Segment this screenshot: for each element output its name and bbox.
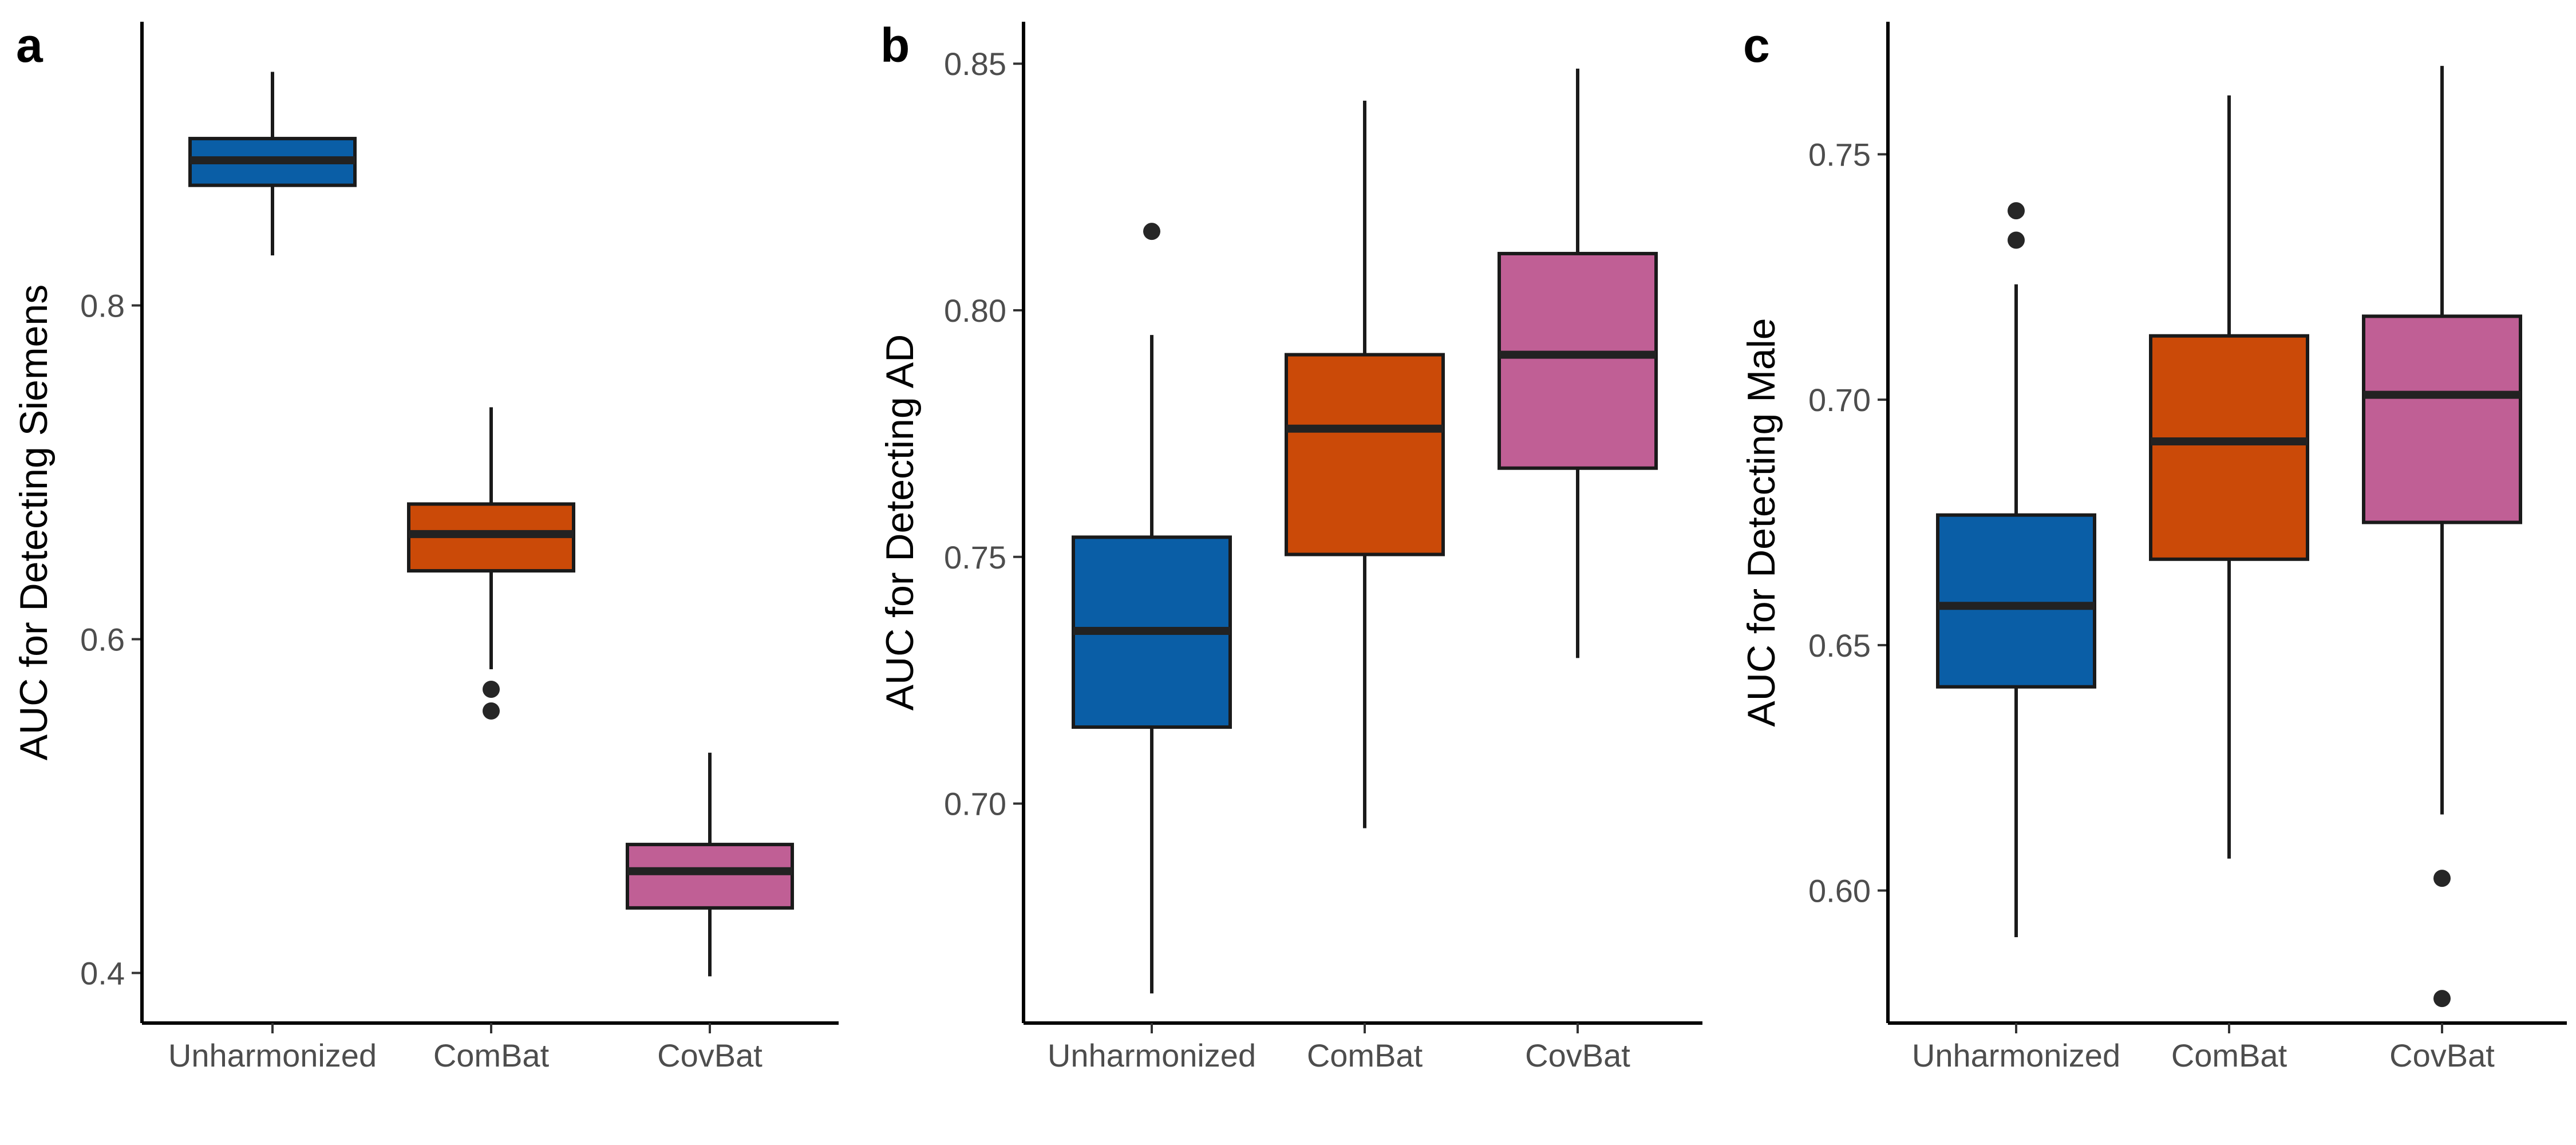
iqr-box [2149,334,2309,561]
outlier-point [2008,202,2025,220]
x-tick-label: CovBat [657,1037,762,1073]
panel-c: c AUC for Detecting Male 0.60 0.65 0.70 0.75 U… [1740,18,2567,1073]
x-tick-label: Unharmonized [1048,1037,1256,1073]
y-axis-title: AUC for Detecting Male [1740,318,1783,727]
box-combat [407,407,575,720]
y-tick-label: 0.60 [1808,873,1871,909]
y-axis-title: AUC for Detecting AD [878,334,922,711]
box-covbat [626,752,794,977]
box-unharmonized [1936,202,2096,937]
outlier-point [483,681,500,698]
iqr-box [626,843,794,910]
iqr-box [1498,251,1658,470]
panel-letter: c [1743,18,1770,72]
y-tick-label: 0.85 [944,46,1006,82]
outlier-point [483,702,500,720]
x-tick-label: ComBat [2171,1037,2287,1073]
y-tick-label: 0.75 [944,539,1006,575]
x-tick-label: Unharmonized [1912,1037,2120,1073]
panel-a: a AUC for Detecting Siemens 0.4 0.6 0.8 Unhar… [12,18,839,1073]
y-tick-label: 0.8 [80,288,125,324]
panel-letter: a [16,18,44,72]
outlier-point [2433,990,2451,1008]
iqr-box [2362,314,2522,524]
box-unharmonized [188,72,357,256]
box-covbat [1498,68,1658,658]
outlier-point [2008,231,2025,249]
box-combat [1285,100,1445,828]
iqr-box [1936,513,2096,689]
y-tick-label: 0.6 [80,622,125,658]
iqr-box [1285,353,1445,556]
y-tick-label: 0.65 [1808,627,1871,664]
box-combat [2149,95,2309,859]
panel-b: b AUC for Detecting AD 0.70 0.75 0.80 0.85 Unh… [878,18,1702,1073]
x-tick-label: CovBat [2389,1037,2495,1073]
x-tick-label: CovBat [1525,1037,1630,1073]
y-tick-label: 0.4 [80,956,125,992]
y-axis-title: AUC for Detecting Siemens [12,285,56,760]
panel-letter: b [880,18,910,72]
x-tick-label: ComBat [433,1037,550,1073]
y-tick-label: 0.70 [1808,382,1871,418]
y-tick-label: 0.75 [1808,136,1871,172]
x-tick-label: ComBat [1307,1037,1423,1073]
y-tick-label: 0.70 [944,786,1006,822]
outlier-point [2433,870,2451,887]
x-tick-label: Unharmonized [168,1037,377,1073]
box-covbat [2362,66,2522,1008]
outlier-point [1143,223,1160,240]
box-unharmonized [1072,223,1232,994]
y-tick-label: 0.80 [944,293,1006,329]
